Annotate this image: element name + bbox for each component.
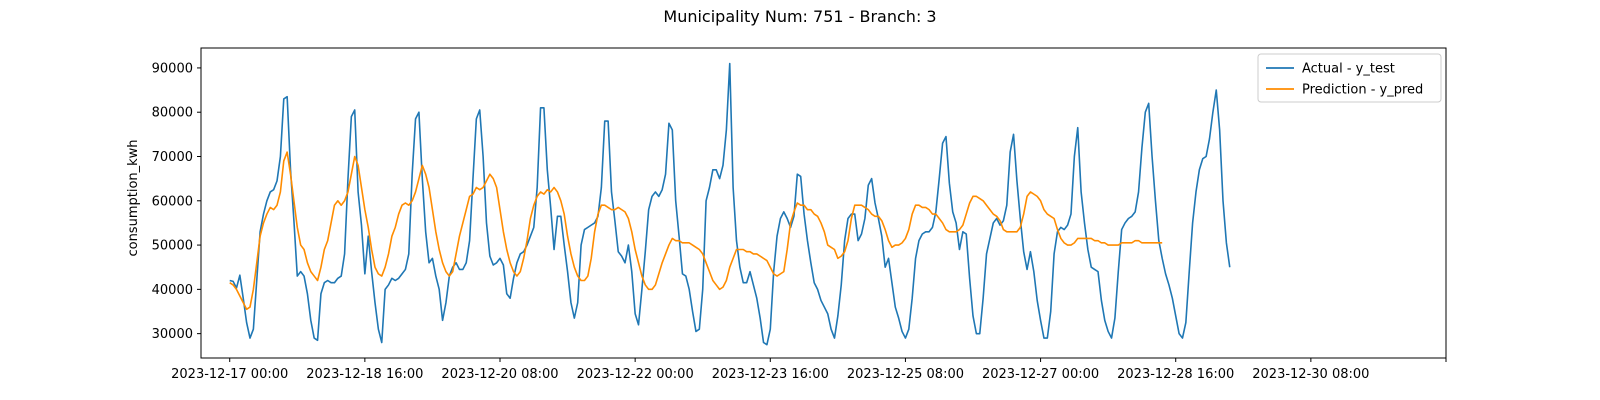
- y-tick-label: 60000: [152, 194, 193, 209]
- legend-label: Prediction - y_pred: [1302, 83, 1423, 98]
- chart-title: Municipality Num: 751 - Branch: 3: [663, 7, 936, 26]
- y-tick-label: 50000: [152, 239, 193, 254]
- series-line-prediction: [229, 151, 1163, 311]
- y-tick-label: 40000: [152, 283, 193, 298]
- y-tick-label: 80000: [152, 106, 193, 121]
- y-tick-label: 70000: [152, 150, 193, 165]
- x-tick-label: 2023-12-23 16:00: [712, 367, 829, 382]
- x-tick-label: 2023-12-28 16:00: [1117, 367, 1234, 382]
- x-tick-label: 2023-12-18 16:00: [306, 367, 423, 382]
- y-tick-label: 90000: [152, 61, 193, 76]
- plot-area: 30000 40000 50000 60000 70000 80000 90000 2023-…: [152, 61, 1447, 382]
- x-tick-label: 2023-12-22 00:00: [577, 367, 694, 382]
- legend-label: Actual - y_test: [1302, 62, 1395, 77]
- x-tick-label: 2023-12-27 00:00: [982, 367, 1099, 382]
- x-tick-label: 2023-12-30 08:00: [1252, 367, 1369, 382]
- series-line-actual: [229, 62, 1231, 346]
- y-tick-label: 30000: [152, 327, 193, 342]
- legend: Actual - y_test Prediction - y_pred: [1257, 53, 1442, 103]
- x-tick-label: 2023-12-25 08:00: [847, 367, 964, 382]
- legend-frame: [1257, 53, 1442, 103]
- plot-frame: [200, 47, 1447, 359]
- x-tick-label: 2023-12-20 08:00: [441, 367, 558, 382]
- y-axis-label: consumption_kwh: [126, 139, 141, 256]
- x-tick-label: 2023-12-17 00:00: [171, 367, 288, 382]
